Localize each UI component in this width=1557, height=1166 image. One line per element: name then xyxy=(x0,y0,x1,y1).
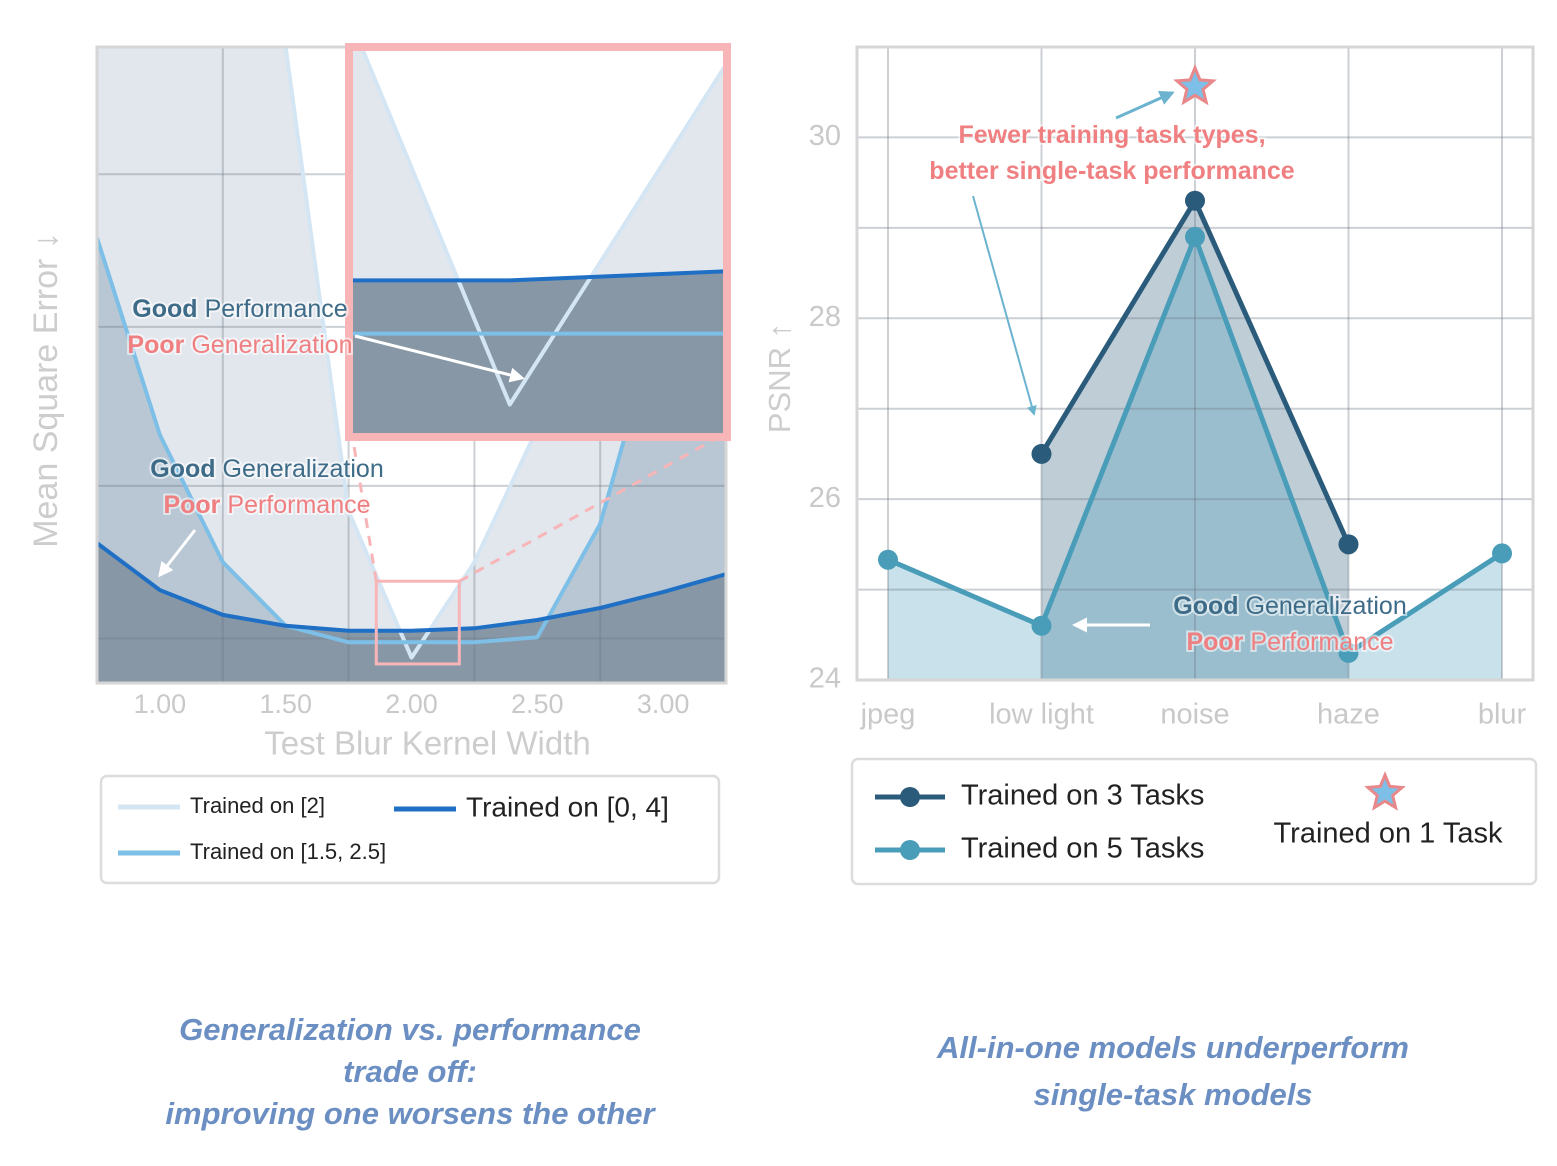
area xyxy=(888,236,1502,680)
y-tick-label: 24 xyxy=(809,663,841,695)
marker xyxy=(1338,534,1359,555)
x-axis-label: Test Blur Kernel Width xyxy=(264,725,590,762)
caption: single-task models xyxy=(1033,1077,1312,1112)
marker xyxy=(1031,443,1052,464)
caption: improving one worsens the other xyxy=(165,1096,656,1131)
annotation-strong: Poor xyxy=(1186,628,1243,656)
annotation-strong: Poor xyxy=(127,331,184,359)
annotation: Good Generalization xyxy=(150,455,383,483)
annotation: better single-task performance xyxy=(929,157,1294,185)
annotation-text: Performance xyxy=(205,295,348,323)
line xyxy=(360,50,724,407)
y-tick-label: 30 xyxy=(809,120,841,152)
legend-box xyxy=(99,774,721,885)
marker xyxy=(1338,642,1359,663)
marker xyxy=(878,549,898,570)
annotation-strong: Good xyxy=(1173,592,1238,620)
area xyxy=(97,47,726,683)
annotation-text: Generalization xyxy=(223,455,384,483)
caption: Generalization vs. performance xyxy=(179,1012,641,1047)
legend-label: Trained on 3 Tasks xyxy=(961,780,1204,812)
annotation: Good Performance xyxy=(132,295,347,323)
annotation-arrow xyxy=(158,529,197,578)
annotation: Fewer training task types, xyxy=(958,121,1265,149)
annotation-arrow xyxy=(972,195,1037,416)
y-axis-label: PSNR ↑ xyxy=(762,323,797,433)
caption: trade off: xyxy=(343,1054,477,1089)
legend-box xyxy=(850,757,1538,886)
annotation-arrow xyxy=(354,334,525,383)
marker xyxy=(1185,226,1205,247)
legend-marker xyxy=(900,787,920,807)
line xyxy=(97,541,726,633)
legend-marker xyxy=(900,840,920,860)
area xyxy=(97,543,726,683)
legend-label: Trained on 1 Task xyxy=(1274,818,1503,850)
annotation: Poor Performance xyxy=(163,491,370,519)
x-tick-label: noise xyxy=(1160,699,1229,731)
x-tick-label: 2.50 xyxy=(511,689,564,719)
x-tick-label: 3.00 xyxy=(637,689,690,719)
x-tick-label: 1.50 xyxy=(259,689,312,719)
annotation: Poor Performance xyxy=(1186,628,1393,656)
x-tick-label: haze xyxy=(1317,699,1380,731)
annotation-text: Generalization xyxy=(1246,592,1407,620)
annotation-text: Generalization xyxy=(191,331,352,359)
annotation-strong: Poor xyxy=(163,491,220,519)
legend-label: Trained on 5 Tasks xyxy=(961,833,1204,865)
y-axis-label: Mean Square Error ↓ xyxy=(27,232,65,548)
legend-label: Trained on [1.5, 2.5] xyxy=(190,839,386,864)
y-tick-label: 26 xyxy=(809,482,841,514)
zoom-connector xyxy=(350,433,378,582)
annotation-text: Performance xyxy=(1250,628,1393,656)
annotation-strong: Good xyxy=(150,455,215,483)
annotation-strong: Good xyxy=(132,295,197,323)
annotation-text: Fewer training task types, xyxy=(958,121,1265,149)
line xyxy=(352,331,724,336)
plot-frame xyxy=(855,45,1535,682)
line xyxy=(352,269,724,283)
plot-area xyxy=(857,47,1533,680)
x-tick-label: blur xyxy=(1478,699,1527,731)
zoom-box xyxy=(374,579,461,666)
y-tick-label: 28 xyxy=(809,301,841,333)
caption: All-in-one models underperform xyxy=(936,1030,1409,1065)
line xyxy=(97,237,666,645)
marker xyxy=(1185,190,1205,211)
inset-frame xyxy=(345,43,731,441)
annotation-text: better single-task performance xyxy=(929,157,1294,185)
annotation: Poor Generalization xyxy=(127,331,352,359)
marker xyxy=(1492,543,1512,564)
legend-star xyxy=(1364,771,1406,811)
x-tick-label: 2.00 xyxy=(385,689,438,719)
x-tick-label: low light xyxy=(989,699,1094,731)
area xyxy=(1041,200,1349,680)
annotation: Good Generalization xyxy=(1173,592,1406,620)
zoom-connector xyxy=(458,432,725,583)
marker xyxy=(1031,615,1052,636)
x-tick-label: jpeg xyxy=(860,699,916,731)
area xyxy=(352,271,724,434)
star-marker xyxy=(1173,63,1217,106)
x-tick-label: 1.00 xyxy=(134,689,187,719)
legend-label: Trained on [2] xyxy=(190,793,325,818)
annotation-text: Performance xyxy=(227,491,370,519)
annotation-arrow xyxy=(1115,91,1175,120)
legend-label: Trained on [0, 4] xyxy=(466,791,669,822)
